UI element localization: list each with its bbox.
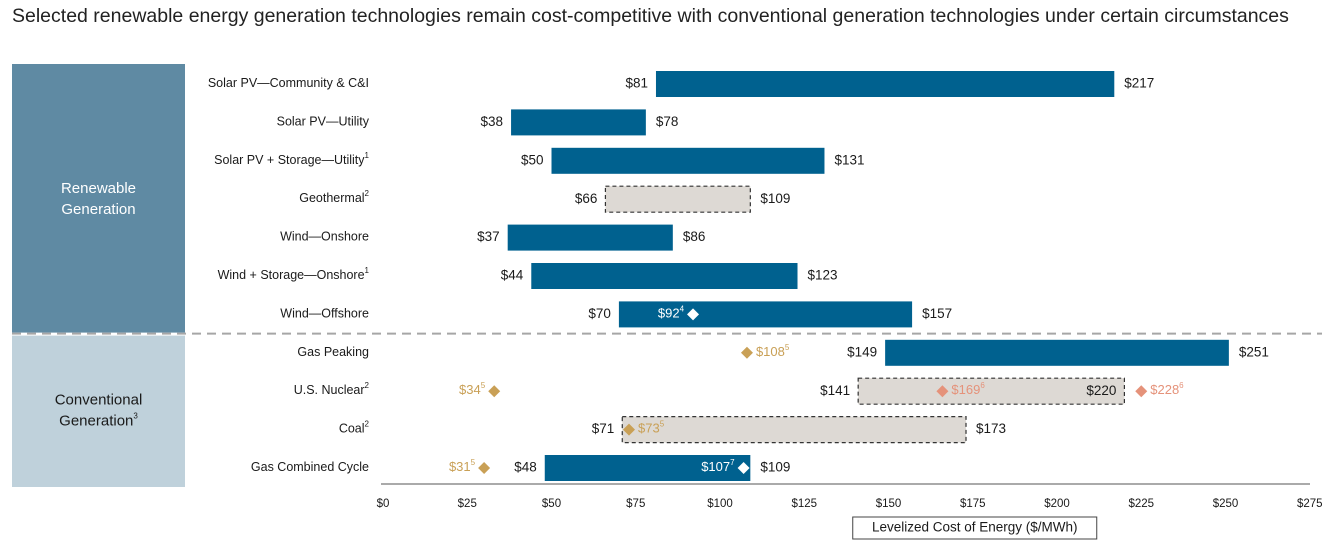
marker-label: $924	[658, 305, 685, 321]
x-tick-label: $225	[1128, 498, 1154, 510]
marker-diamond	[936, 385, 949, 398]
marker-label: $1696	[951, 381, 985, 397]
marker-label: $345	[459, 381, 486, 397]
low-value-label: $48	[514, 460, 537, 475]
low-value-label: $141	[820, 383, 850, 398]
marker-diamond	[623, 423, 636, 436]
range-bar-dashed	[621, 416, 967, 444]
low-value-label: $37	[477, 229, 500, 244]
renewable-group-label: Generation	[61, 201, 135, 218]
high-value-label: $78	[656, 114, 679, 129]
high-value-label: $109	[760, 460, 790, 475]
category-label: Geothermal2	[299, 189, 369, 205]
marker-label: $1077	[701, 458, 735, 474]
marker-diamond	[488, 385, 501, 398]
category-label: Solar PV—Community & C&I	[208, 76, 369, 90]
x-tick-label: $200	[1044, 498, 1070, 510]
low-value-label: $38	[481, 114, 504, 129]
conventional-group-label: Generation3	[59, 411, 138, 429]
conventional-group-label: Conventional	[55, 391, 143, 408]
x-tick-label: $25	[458, 498, 477, 510]
range-bar	[531, 263, 798, 289]
marker-diamond	[478, 462, 491, 474]
x-tick-label: $175	[960, 498, 986, 510]
high-value-label: $123	[808, 268, 838, 283]
marker-diamond	[737, 462, 750, 474]
marker-label: $2286	[1150, 381, 1184, 397]
marker-diamond	[740, 346, 753, 359]
range-bar-dashed	[857, 377, 1125, 405]
category-label: Wind + Storage—Onshore1	[218, 266, 370, 282]
marker-label: $315	[449, 458, 476, 474]
category-label: Solar PV + Storage—Utility1	[214, 151, 369, 167]
category-label: U.S. Nuclear2	[294, 381, 370, 397]
range-bar	[511, 109, 646, 136]
x-tick-label: $150	[876, 498, 902, 510]
high-value-label: $86	[683, 229, 706, 244]
category-label: Wind—Offshore	[280, 307, 369, 321]
low-value-label: $66	[575, 191, 598, 206]
x-tick-label: $0	[377, 498, 390, 510]
x-tick-label: $275	[1297, 498, 1323, 510]
category-label: Gas Peaking	[297, 345, 369, 359]
range-bar	[507, 224, 673, 251]
high-value-label: $220	[1086, 383, 1116, 398]
x-tick-label: $50	[542, 498, 561, 510]
range-bar	[618, 301, 913, 328]
range-bar	[544, 455, 751, 481]
range-bar	[551, 147, 825, 174]
category-label: Coal2	[339, 420, 370, 436]
x-axis-title-box	[852, 516, 1098, 540]
x-tick-label: $75	[626, 498, 645, 510]
marker-label: $1085	[756, 343, 790, 359]
renewable-group-panel	[12, 64, 185, 333]
low-value-label: $44	[501, 268, 524, 283]
low-value-label: $71	[592, 421, 615, 436]
range-bar	[885, 339, 1229, 366]
low-value-label: $81	[625, 76, 648, 91]
range-bar	[655, 71, 1115, 97]
high-value-label: $131	[834, 152, 864, 167]
high-value-label: $157	[922, 306, 952, 321]
x-tick-label: $250	[1213, 498, 1239, 510]
category-label: Wind—Onshore	[280, 230, 369, 244]
marker-diamond	[687, 308, 700, 321]
marker-label: $735	[638, 420, 665, 436]
range-bar-dashed	[604, 185, 751, 213]
marker-diamond	[1135, 385, 1148, 398]
high-value-label: $173	[976, 421, 1006, 436]
x-tick-label: $125	[791, 498, 817, 510]
high-value-label: $217	[1124, 76, 1154, 91]
renewable-group-label: Renewable	[61, 180, 136, 197]
low-value-label: $70	[588, 306, 611, 321]
high-value-label: $251	[1239, 344, 1269, 359]
category-label: Solar PV—Utility	[277, 115, 370, 129]
x-tick-label: $100	[707, 498, 733, 510]
x-axis-title: Levelized Cost of Energy ($/MWh)	[872, 520, 1078, 535]
high-value-label: $109	[760, 191, 790, 206]
category-label: Gas Combined Cycle	[251, 460, 369, 474]
low-value-label: $149	[847, 344, 877, 359]
low-value-label: $50	[521, 152, 544, 167]
page-title: Selected renewable energy generation tec…	[12, 5, 1289, 27]
conventional-group-panel	[12, 335, 185, 487]
